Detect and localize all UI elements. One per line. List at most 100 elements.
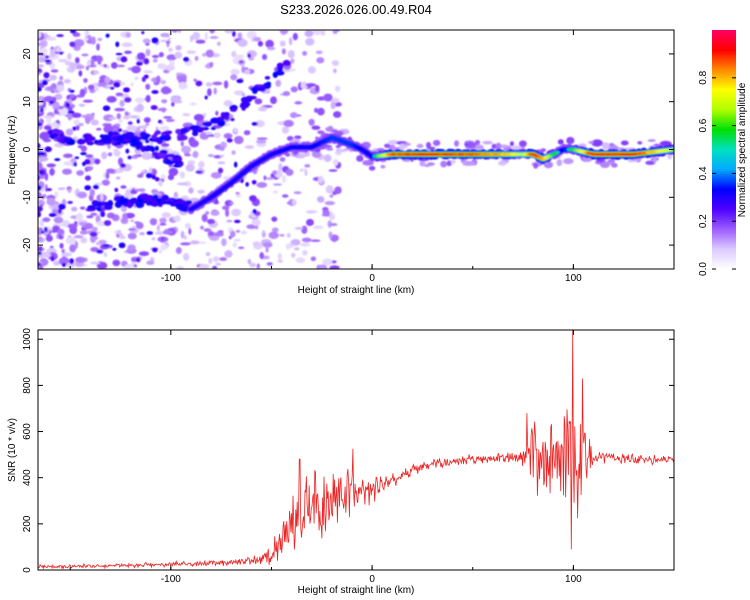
noise-speckle xyxy=(329,211,333,219)
noise-speckle xyxy=(85,116,91,125)
noise-speckle xyxy=(302,250,308,256)
noise-speckle xyxy=(219,154,224,158)
noise-speckle xyxy=(245,182,249,187)
noise-speckle xyxy=(556,159,563,167)
noise-speckle xyxy=(221,205,230,211)
noise-speckle xyxy=(289,112,298,119)
noise-speckle xyxy=(151,237,156,241)
noise-speckle xyxy=(270,96,277,105)
left-branch-blob xyxy=(95,142,105,146)
noise-speckle xyxy=(90,119,99,126)
noise-speckle xyxy=(331,60,340,66)
noise-speckle xyxy=(119,100,125,107)
noise-speckle xyxy=(252,209,257,214)
upper-branch-blob xyxy=(165,134,170,141)
noise-speckle xyxy=(112,259,121,267)
noise-speckle xyxy=(81,53,89,57)
lower-branch-blob xyxy=(178,206,187,212)
colorbar-tick-label: 0.4 xyxy=(698,166,709,180)
noise-speckle xyxy=(41,80,48,86)
noise-speckle xyxy=(73,162,77,167)
noise-speckle xyxy=(230,117,235,122)
noise-speckle xyxy=(120,56,128,63)
noise-speckle xyxy=(85,65,90,71)
noise-speckle xyxy=(255,120,265,128)
lower-branch-blob xyxy=(88,206,97,210)
noise-speckle xyxy=(184,222,192,229)
noise-speckle xyxy=(87,84,95,91)
noise-speckle xyxy=(180,230,185,239)
noise-speckle xyxy=(356,155,364,162)
noise-speckle xyxy=(600,162,610,169)
noise-speckle xyxy=(329,194,334,198)
upper-branch-blob xyxy=(151,134,158,140)
noise-speckle xyxy=(125,189,130,198)
noise-speckle xyxy=(183,235,188,240)
noise-speckle xyxy=(312,225,324,230)
noise-speckle xyxy=(249,262,256,268)
noise-speckle xyxy=(56,84,65,92)
noise-speckle xyxy=(582,156,592,162)
lower-branch-blob xyxy=(147,201,153,205)
noise-speckle xyxy=(282,91,291,97)
noise-speckle xyxy=(292,32,298,41)
lower-branch-blob xyxy=(135,201,143,208)
left-branch-blob xyxy=(133,142,140,146)
noise-speckle xyxy=(103,251,108,258)
noise-speckle xyxy=(416,143,424,149)
noise-speckle xyxy=(376,148,385,152)
noise-speckle xyxy=(96,127,102,131)
noise-speckle xyxy=(235,229,241,233)
noise-speckle xyxy=(306,218,314,227)
noise-speckle xyxy=(48,213,57,217)
noise-speckle xyxy=(174,51,183,59)
noise-speckle xyxy=(272,170,278,175)
noise-speckle xyxy=(143,70,153,74)
noise-speckle xyxy=(326,147,334,151)
noise-speckle xyxy=(299,242,311,247)
noise-speckle xyxy=(38,64,45,68)
noise-speckle xyxy=(195,80,203,87)
noise-speckle xyxy=(69,93,75,99)
noise-speckle xyxy=(142,38,151,44)
noise-speckle xyxy=(115,176,121,180)
noise-speckle xyxy=(301,225,308,234)
noise-speckle xyxy=(268,231,279,240)
noise-speckle xyxy=(256,263,261,269)
noise-speckle xyxy=(83,263,88,267)
noise-speckle xyxy=(102,244,110,247)
noise-speckle xyxy=(84,185,92,191)
noise-speckle xyxy=(476,144,484,150)
noise-speckle xyxy=(38,71,41,76)
noise-speckle xyxy=(78,103,86,107)
noise-speckle xyxy=(145,83,151,90)
noise-speckle xyxy=(115,52,123,56)
noise-speckle xyxy=(304,30,314,37)
noise-speckle xyxy=(167,37,171,42)
noise-speckle xyxy=(38,42,44,47)
noise-speckle xyxy=(128,228,136,231)
noise-speckle xyxy=(149,218,158,226)
noise-speckle xyxy=(310,256,317,262)
noise-speckle xyxy=(279,41,286,47)
spectrogram-x-axis-label: Height of straight line (km) xyxy=(298,285,415,296)
noise-speckle xyxy=(38,251,42,256)
noise-speckle xyxy=(170,96,182,104)
noise-speckle xyxy=(301,237,312,243)
noise-speckle xyxy=(659,140,672,147)
noise-speckle xyxy=(160,32,171,38)
x-tick-label: 0 xyxy=(369,574,375,585)
noise-speckle xyxy=(275,79,282,87)
noise-speckle xyxy=(384,143,391,148)
noise-speckle xyxy=(316,195,325,203)
noise-speckle xyxy=(180,242,191,246)
noise-speckle xyxy=(165,118,175,122)
noise-speckle xyxy=(96,43,100,51)
noise-speckle xyxy=(172,30,178,33)
noise-speckle xyxy=(42,115,54,118)
noise-speckle xyxy=(75,256,86,263)
upper-branch-blob xyxy=(266,81,272,86)
noise-speckle xyxy=(258,106,268,112)
noise-speckle xyxy=(286,243,291,250)
